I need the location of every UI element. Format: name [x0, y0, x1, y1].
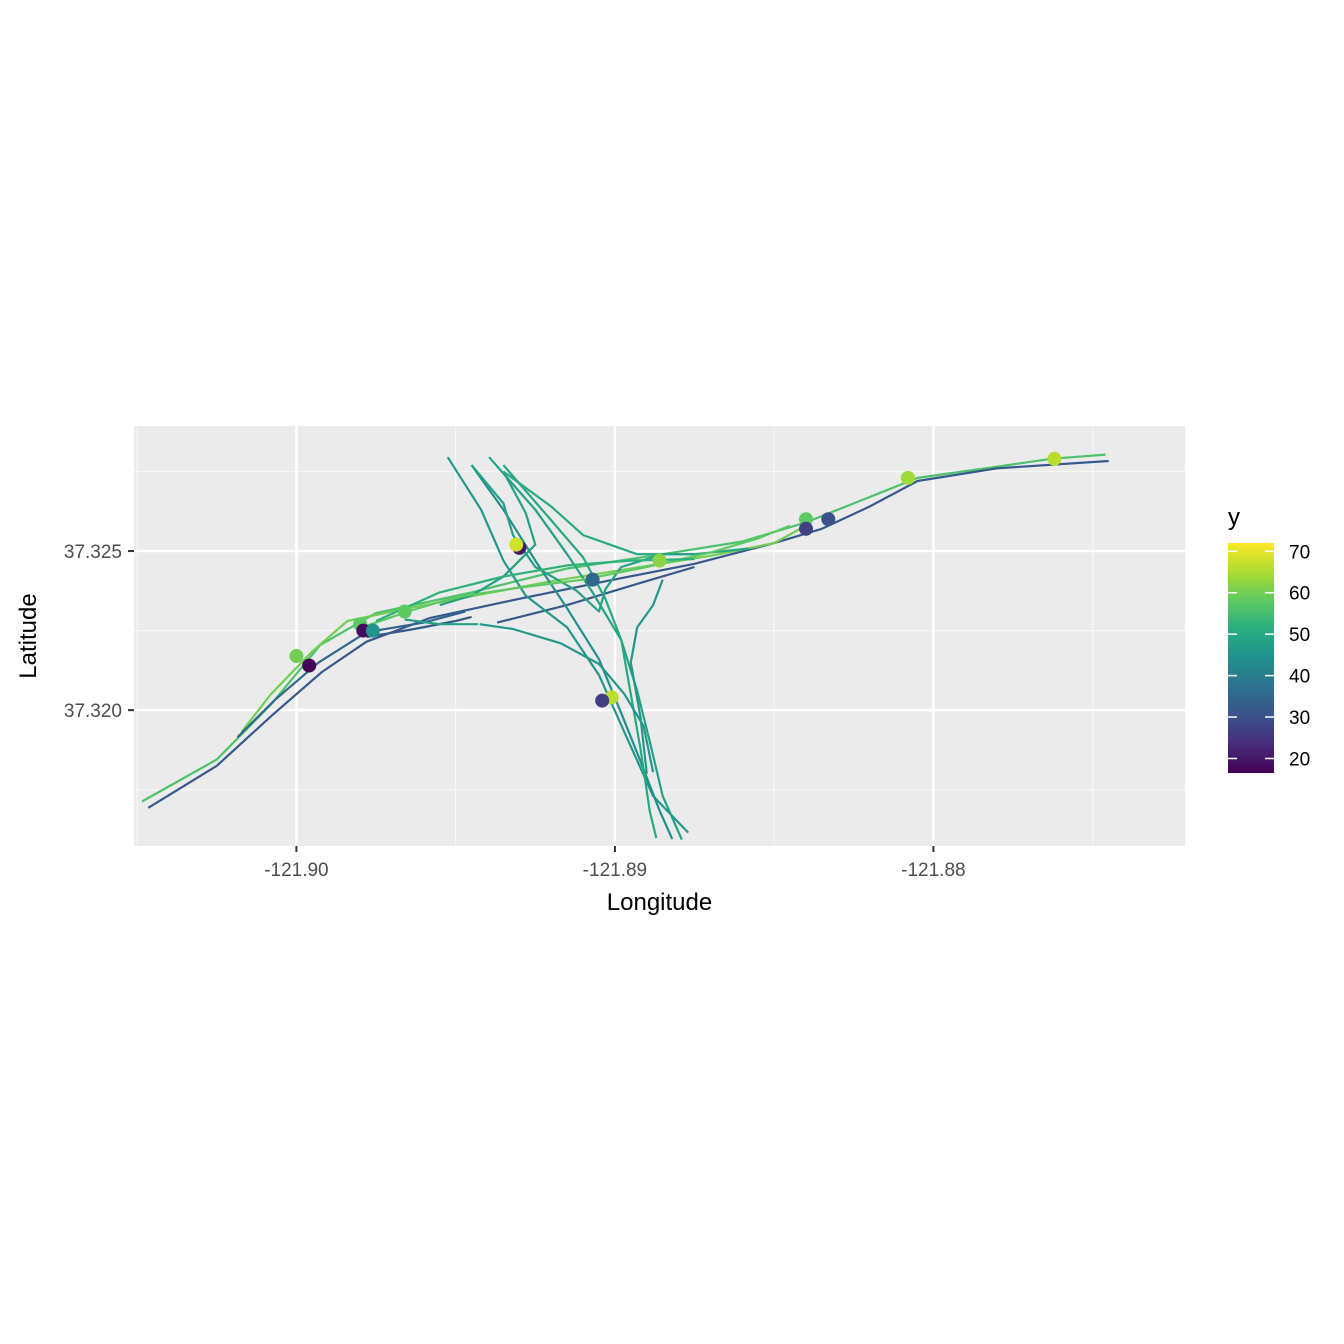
road-lines [141, 453, 1109, 841]
x-axis-title: Longitude [607, 889, 712, 916]
y-axis-title: Latitude [15, 593, 42, 678]
road-line [366, 615, 472, 639]
grid-major [134, 426, 1185, 846]
legend-break-label: 60 [1289, 584, 1310, 605]
sensor-point [799, 521, 814, 536]
legend-break-label: 40 [1289, 667, 1310, 688]
road-line [502, 464, 658, 839]
legend-colorbar [1228, 543, 1274, 773]
road-line [629, 579, 664, 774]
legend-ticks: 20 30 40 50 60 70 [1228, 542, 1310, 770]
sensor-point [397, 604, 412, 619]
road-line [375, 557, 695, 623]
y-tick-label: 37.325 [64, 542, 122, 563]
sensor-point [595, 693, 610, 708]
legend-break-label: 50 [1289, 625, 1310, 646]
legend: y 20 30 40 50 60 70 [1228, 504, 1310, 773]
sensor-point [365, 623, 380, 638]
road-line [479, 623, 655, 773]
sensor-point [509, 537, 524, 552]
x-axis: -121.90 -121.89 -121.88 [264, 846, 966, 881]
sensor-point [821, 512, 836, 527]
sensor-points [289, 451, 1062, 708]
sensor-point [289, 649, 304, 664]
y-axis: 37.320 37.325 [64, 542, 134, 722]
sensor-point [900, 470, 915, 485]
sensor-point [1047, 451, 1062, 466]
legend-break-label: 30 [1289, 708, 1310, 729]
road-line [404, 618, 478, 626]
road-line [470, 464, 674, 840]
plot-panel [134, 426, 1185, 846]
legend-break-label: 70 [1289, 542, 1310, 563]
road-line [147, 459, 1109, 809]
x-tick-label: -121.88 [901, 860, 965, 881]
road-line [366, 524, 791, 627]
x-tick-label: -121.90 [264, 860, 328, 881]
legend-break-label: 20 [1289, 749, 1310, 770]
sensor-point [652, 553, 667, 568]
road-line [439, 470, 537, 607]
grid-minor [134, 426, 1185, 846]
sensor-point [585, 572, 600, 587]
x-tick-label: -121.89 [583, 860, 647, 881]
road-line [236, 610, 466, 738]
legend-title: y [1228, 504, 1240, 531]
sensor-point [302, 658, 317, 673]
y-tick-label: 37.320 [64, 701, 122, 722]
